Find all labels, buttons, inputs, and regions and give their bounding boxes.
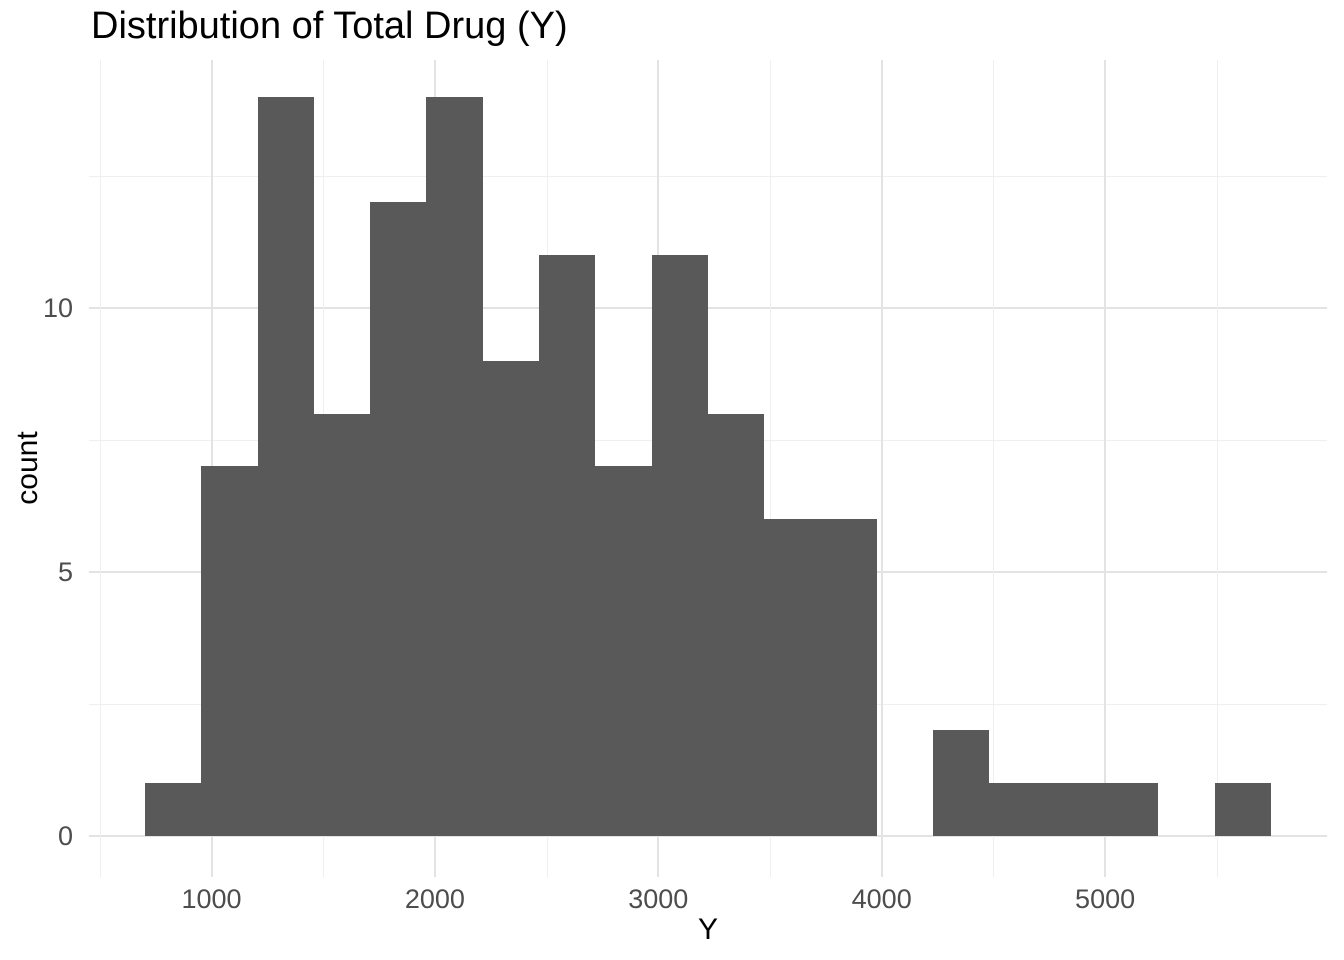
x-tick-label: 1000 <box>181 884 242 914</box>
gridline-y-major <box>89 835 1327 837</box>
gridline-x-minor <box>993 60 995 877</box>
histogram-bar <box>482 360 539 836</box>
histogram-bar <box>933 730 990 836</box>
histogram-bar <box>707 413 765 836</box>
histogram-bar <box>257 96 314 836</box>
gridline-x-major <box>880 60 883 877</box>
y-axis-title: count <box>11 431 44 505</box>
histogram-bar <box>313 413 371 836</box>
x-tick-label: 4000 <box>851 884 912 914</box>
histogram-bar <box>1214 783 1271 836</box>
plot-panel <box>89 60 1327 877</box>
x-tick-label: 2000 <box>404 884 465 914</box>
y-tick-label: 10 <box>42 293 73 323</box>
histogram-bar <box>144 783 202 836</box>
gridline-y-major <box>89 307 1327 309</box>
histogram-bar <box>201 466 258 836</box>
gridline-y-minor <box>89 176 1327 177</box>
histogram-bar <box>651 255 708 836</box>
x-tick-label: 3000 <box>628 884 689 914</box>
y-tick-label: 5 <box>57 557 73 587</box>
gridline-x-minor <box>770 60 771 877</box>
histogram-bar <box>820 519 877 836</box>
gridline-x-minor <box>99 60 101 877</box>
gridline-x-major <box>1104 60 1107 877</box>
histogram-bar <box>1045 783 1102 836</box>
histogram-bar <box>989 783 1046 836</box>
histogram-bar <box>539 255 596 836</box>
x-axis-title: Y <box>697 913 718 946</box>
chart-title: Distribution of Total Drug (Y) <box>91 5 568 47</box>
histogram-bar <box>1101 783 1159 836</box>
x-tick-label: 5000 <box>1075 884 1136 914</box>
histogram-bar <box>764 519 821 836</box>
gridline-x-minor <box>1216 60 1218 877</box>
histogram-bar <box>426 96 483 836</box>
histogram-bar <box>595 466 652 836</box>
y-tick-label: 0 <box>57 821 73 851</box>
histogram-bar <box>370 202 427 836</box>
